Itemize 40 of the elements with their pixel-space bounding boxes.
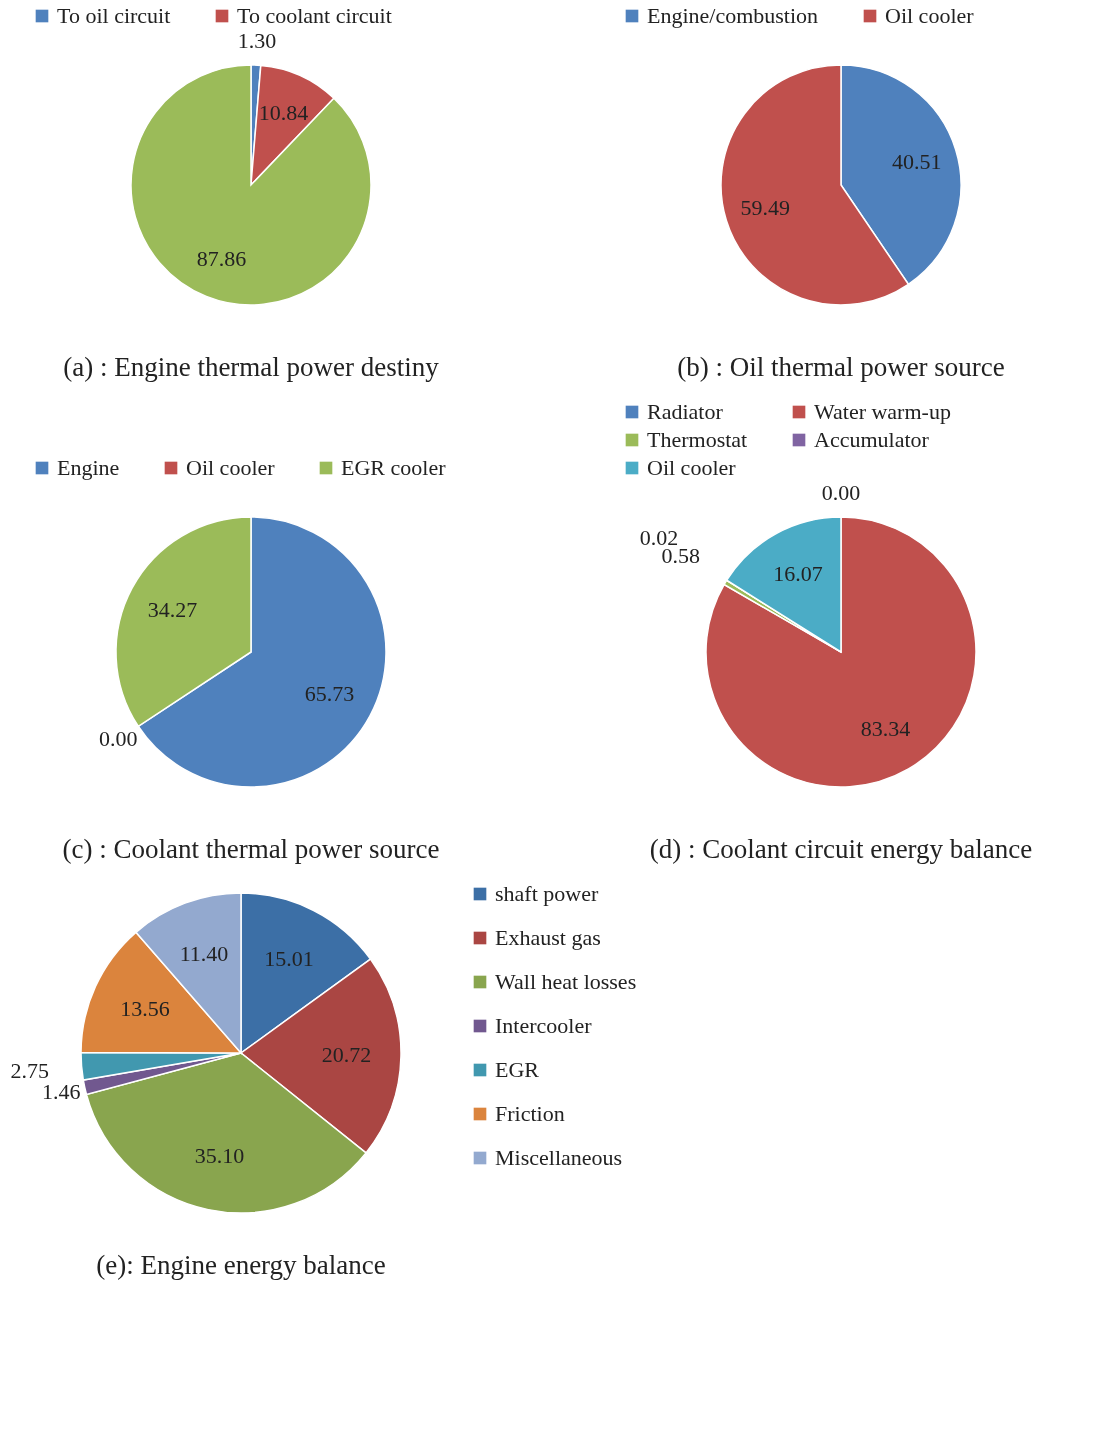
legend-label: Miscellaneous xyxy=(495,1145,623,1170)
data-label: 35.10 xyxy=(194,1143,245,1169)
legend-label: shaft power xyxy=(495,881,599,906)
data-label: 10.84 xyxy=(258,99,309,125)
data-label: 13.56 xyxy=(120,996,170,1022)
text: 0.00 xyxy=(821,480,861,505)
text: (a) : Engine thermal power destiny xyxy=(63,352,440,382)
legend-label: Water warm-up xyxy=(814,399,951,424)
legend-label: Oil cooler xyxy=(647,455,737,480)
legend-label: Thermostat xyxy=(647,427,748,452)
data-label: 34.27 xyxy=(147,596,198,622)
data-label: 40.51 xyxy=(891,148,942,174)
legend-label: Oil cooler xyxy=(186,455,276,480)
data-label: 87.86 xyxy=(196,245,247,271)
legend-label: Wall heat losses xyxy=(495,969,637,994)
legend-label: Engine xyxy=(57,455,120,480)
data-label: 16.07 xyxy=(773,561,823,587)
legend-label: Intercooler xyxy=(495,1013,593,1038)
data-label: 83.34 xyxy=(860,716,911,742)
legend-label: To oil circuit xyxy=(57,3,171,28)
data-label: 20.72 xyxy=(321,1042,372,1068)
legend-label: Exhaust gas xyxy=(495,925,601,950)
legend-label: Friction xyxy=(495,1101,565,1126)
legend-label: Radiator xyxy=(647,399,724,424)
legend-label: Oil cooler xyxy=(885,3,975,28)
legend-label: Accumulator xyxy=(814,427,930,452)
text: (d) : Coolant circuit energy balance xyxy=(649,834,1033,864)
text: 0.00 xyxy=(98,726,138,752)
text: (b) : Oil thermal power source xyxy=(677,352,1005,382)
data-label: 15.01 xyxy=(264,945,314,971)
legend-label: EGR cooler xyxy=(341,455,447,480)
data-label: 59.49 xyxy=(740,195,791,221)
legend-label: EGR xyxy=(495,1057,540,1082)
data-label: 11.40 xyxy=(179,941,229,967)
data-label: 65.73 xyxy=(304,681,355,707)
legend-label: Engine/combustion xyxy=(647,3,819,28)
text: (e): Engine energy balance xyxy=(96,1250,386,1280)
data-label: 1.30 xyxy=(237,28,277,54)
legend-label: To coolant circuit xyxy=(237,3,392,28)
text: (c) : Coolant thermal power source xyxy=(62,834,440,864)
